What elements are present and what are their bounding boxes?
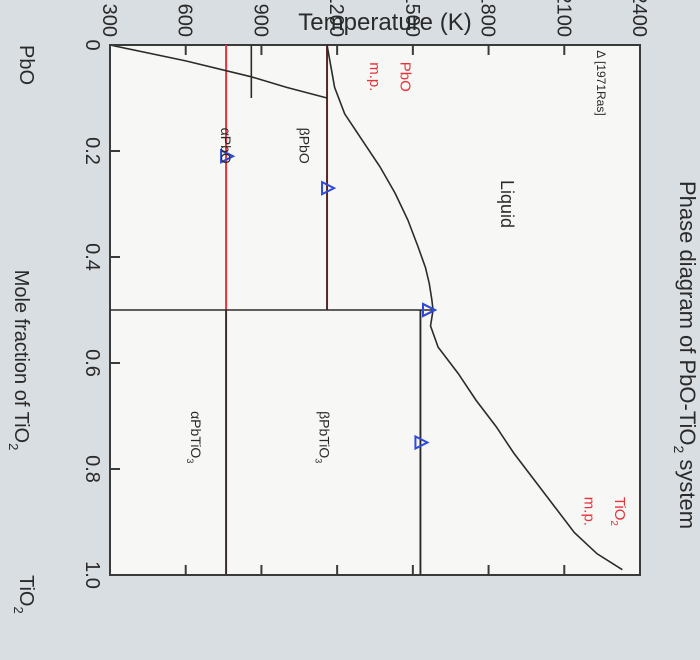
tio2-mp-label-2: m.p.: [580, 497, 597, 526]
pbo-end-label: PbO: [15, 45, 37, 85]
region-alpha-pbtio3: αPbTiO3: [185, 411, 204, 463]
y-tick-label: 1800: [477, 0, 499, 37]
x-tick-label: 0: [81, 39, 103, 50]
marker-1971ras: [321, 180, 337, 196]
x-tick-label: 0.2: [81, 137, 103, 165]
y-tick-label: 2400: [628, 0, 650, 37]
series-7: [109, 44, 328, 99]
tio2-end-label: TiO2: [11, 575, 37, 614]
y-axis-label: Temperature (K): [298, 9, 471, 36]
region-beta-pbo: βPbO: [296, 128, 312, 164]
y-tick-label: 2100: [552, 0, 574, 37]
y-tick-label: 1500: [401, 0, 423, 37]
region-alpha-pbo: αPbO: [218, 128, 234, 164]
pbo-mp-label: PbO: [396, 62, 413, 92]
y-tick-label: 300: [98, 4, 120, 37]
series-1: [429, 309, 623, 571]
series-0: [326, 44, 434, 311]
x-tick-label: 0.8: [81, 455, 103, 483]
region-liquid: Liquid: [497, 180, 517, 228]
marker-1971ras: [220, 148, 236, 164]
marker-1971ras: [414, 434, 430, 451]
x-tick-label: 0.4: [81, 243, 103, 271]
legend: Δ [1971Ras]: [594, 50, 608, 115]
x-tick-label: 1.0: [81, 561, 103, 589]
marker-1971ras: [422, 302, 438, 318]
x-axis-label: Mole fraction of TiO2: [6, 270, 32, 451]
pbo-mp-label-2: m.p.: [366, 62, 383, 91]
y-tick-label: 1200: [325, 0, 347, 37]
chart-title: Phase diagram of PbO-TiO2 system: [671, 181, 700, 529]
y-tick-label: 600: [174, 4, 196, 37]
region-beta-pbtio3: βPbTiO3: [313, 411, 332, 463]
y-tick-label: 900: [249, 4, 271, 37]
x-tick-label: 0.6: [81, 349, 103, 377]
tio2-mp-label: TiO2: [608, 497, 628, 527]
